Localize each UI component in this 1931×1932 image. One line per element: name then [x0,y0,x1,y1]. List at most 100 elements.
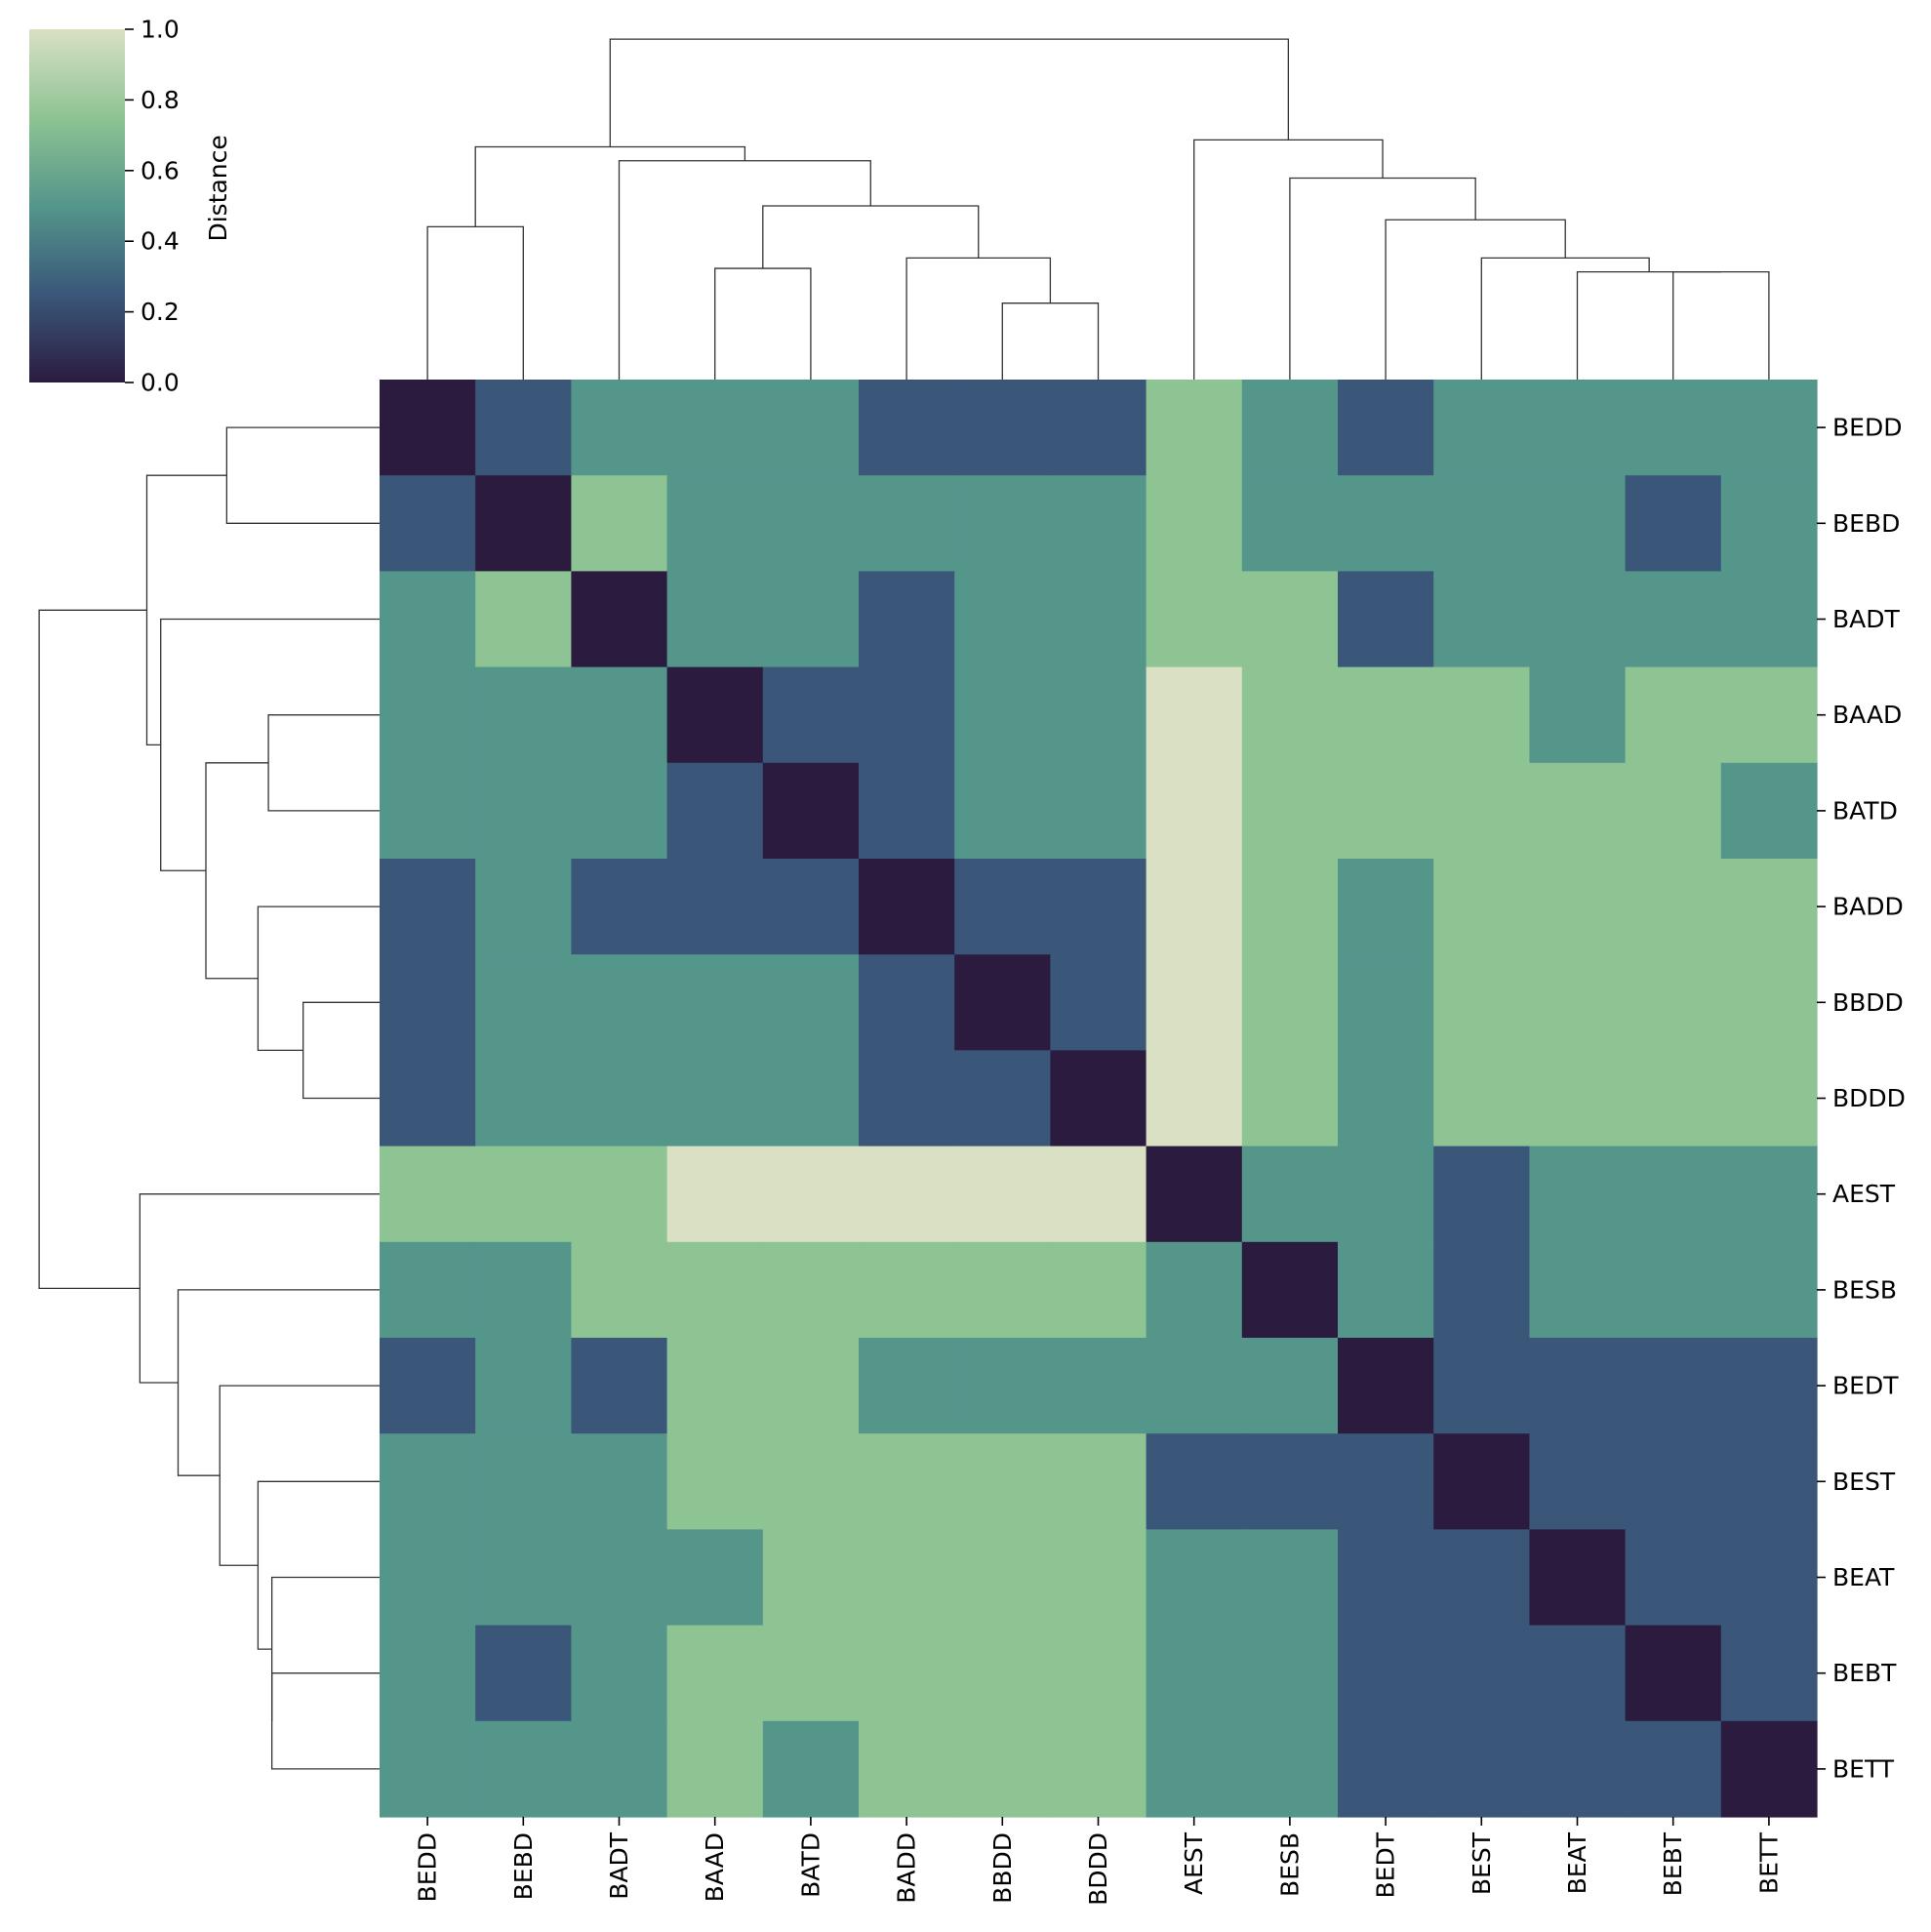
heatmap-cell [1050,475,1147,572]
heatmap-cell [1720,1433,1818,1530]
heatmap-cell [1146,475,1243,572]
heatmap-cell [571,1625,668,1722]
x-tick-label: BADT [605,1831,633,1900]
heatmap-cell [1720,475,1818,572]
heatmap-cell [1720,571,1818,668]
heatmap-cell [1241,475,1339,572]
heatmap-cell [1529,1433,1627,1530]
heatmap-cell [380,1338,476,1434]
heatmap-cell [1529,666,1627,764]
heatmap-cell [1050,1625,1147,1722]
heatmap-cell [954,1338,1051,1434]
colorbar-tick-label: 0.2 [141,298,180,326]
heatmap-cell [762,859,860,955]
heatmap-cell [571,666,668,764]
heatmap-cell [1529,1241,1627,1339]
x-tick-label: BEBD [509,1832,538,1900]
heatmap-cell [1529,475,1627,572]
heatmap-cell [1146,380,1243,476]
heatmap-cell [954,1720,1051,1818]
heatmap-cell [1625,666,1722,764]
heatmap-cell [571,1433,668,1530]
heatmap-cell [1050,859,1147,955]
dendrogram-link [714,267,812,380]
heatmap-cell [1050,666,1147,764]
dendrogram-link [205,762,269,980]
y-tick-label: BADT [1832,605,1901,633]
heatmap-cell [1146,1625,1243,1722]
heatmap-cell [859,571,955,668]
heatmap-cell [1241,1720,1339,1818]
heatmap-cell [571,1720,668,1818]
heatmap-cell [1050,1529,1147,1627]
heatmap-cell [954,1050,1051,1147]
heatmap-cell [475,475,572,572]
heatmap-cell [1529,1338,1627,1434]
dendrogram-link [257,1480,380,1650]
dendrogram-link [219,1385,380,1566]
heatmap-cell [1338,1529,1434,1627]
heatmap-cell [475,666,572,764]
colorbar: 0.0 0.2 0.4 0.6 0.8 1.0 Distance [29,16,232,397]
heatmap-cell [1433,859,1530,955]
heatmap-cell [1433,1433,1530,1530]
heatmap-cell [1625,1433,1722,1530]
heatmap-cell [1720,1529,1818,1627]
heatmap-cell [1241,1625,1339,1722]
heatmap-cell [1146,762,1243,860]
heatmap-cell [762,1050,860,1147]
colorbar-label: Distance [204,135,232,241]
heatmap-cell [475,1241,572,1339]
dendrogram-link [1193,139,1384,380]
heatmap-cell [475,1529,572,1627]
x-tick-label: BEAT [1563,1831,1591,1894]
heatmap-cell [1625,859,1722,955]
heatmap-cell [1146,1241,1243,1339]
x-axis-ticks: BEDD BEBD BADT BAAD BATD BADD BBDD BDDD AEST BESB… [414,1817,1783,1906]
heatmap-cell [859,1241,955,1339]
heatmap-cell [1146,666,1243,764]
heatmap-cell [1433,380,1530,476]
dendrogram-link [474,145,746,227]
y-tick-label: BESB [1832,1275,1897,1304]
heatmap-cell [1433,571,1530,668]
colorbar-tick-label: 0.6 [141,156,180,184]
heatmap-cell [859,954,955,1051]
heatmap-cell [1625,475,1722,572]
heatmap-cell [1529,571,1627,668]
y-tick-label: BBDD [1832,988,1904,1017]
heatmap-cell [1050,1720,1147,1818]
y-tick-label: BEBT [1832,1659,1897,1687]
colorbar-tick-label: 1.0 [141,16,180,44]
heatmap-cell [475,1146,572,1243]
heatmap-cell [475,954,572,1051]
heatmap-cell [762,1338,860,1434]
heatmap-cell [666,1050,764,1147]
heatmap-cell [1241,380,1339,476]
dendrogram-link [139,1193,380,1384]
dendrogram-link [1001,302,1100,380]
dendrogram-link [225,426,380,524]
heatmap-cell [666,762,764,860]
heatmap-cell [1529,954,1627,1051]
dendrogram-link [1385,219,1566,380]
heatmap-cell [1720,859,1818,955]
heatmap-cell [859,762,955,860]
y-tick-label: BEBD [1832,509,1900,538]
dendrogram-link [905,257,1052,380]
heatmap-cell [666,1625,764,1722]
heatmap-cell [1050,1050,1147,1147]
heatmap-cell [475,1433,572,1530]
dendrogram-link [609,38,1290,147]
heatmap-cell [1720,380,1818,476]
heatmap-cell [1529,762,1627,860]
heatmap-cell [954,380,1051,476]
heatmap-cell [1338,1050,1434,1147]
x-tick-label: BESB [1275,1832,1304,1897]
heatmap-cell [1050,762,1147,860]
heatmap-cell [1433,475,1530,572]
heatmap-cell [380,666,476,764]
heatmap-cell [954,571,1051,668]
heatmap-cell [1338,1625,1434,1722]
heatmap-cell [954,1146,1051,1243]
